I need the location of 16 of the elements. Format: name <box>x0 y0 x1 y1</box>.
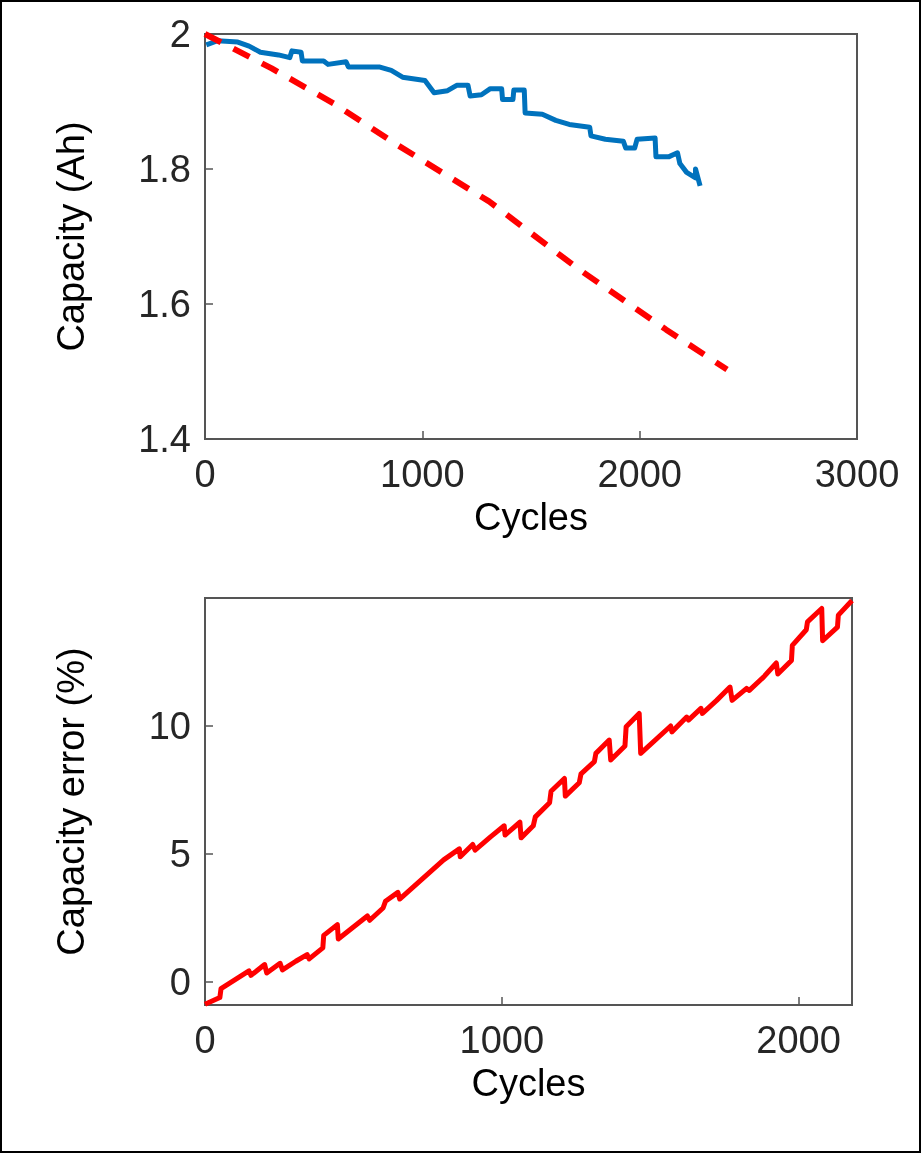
y-tick-label: 5 <box>169 832 191 875</box>
y-tick-label: 1.8 <box>138 148 191 190</box>
x-tick-label: 1000 <box>380 453 465 495</box>
y-axis-title: Capacity (Ah) <box>50 121 92 352</box>
x-axis-title: Cycles <box>471 1061 586 1104</box>
y-tick-label: 2 <box>169 13 191 55</box>
y-axis-title: Capacity error (%) <box>50 647 92 956</box>
x-tick-label: 2000 <box>597 453 682 495</box>
x-tick-label: 1000 <box>459 1019 545 1061</box>
y-tick-label: 1.6 <box>138 283 191 325</box>
x-tick-label: 3000 <box>814 453 900 495</box>
x-axis-title: Cycles <box>473 495 589 538</box>
x-tick-label: 2000 <box>756 1019 841 1061</box>
y-tick-label: 1.4 <box>138 418 191 460</box>
y-tick-label: 10 <box>148 704 191 747</box>
y-tick-label: 0 <box>169 960 191 1003</box>
